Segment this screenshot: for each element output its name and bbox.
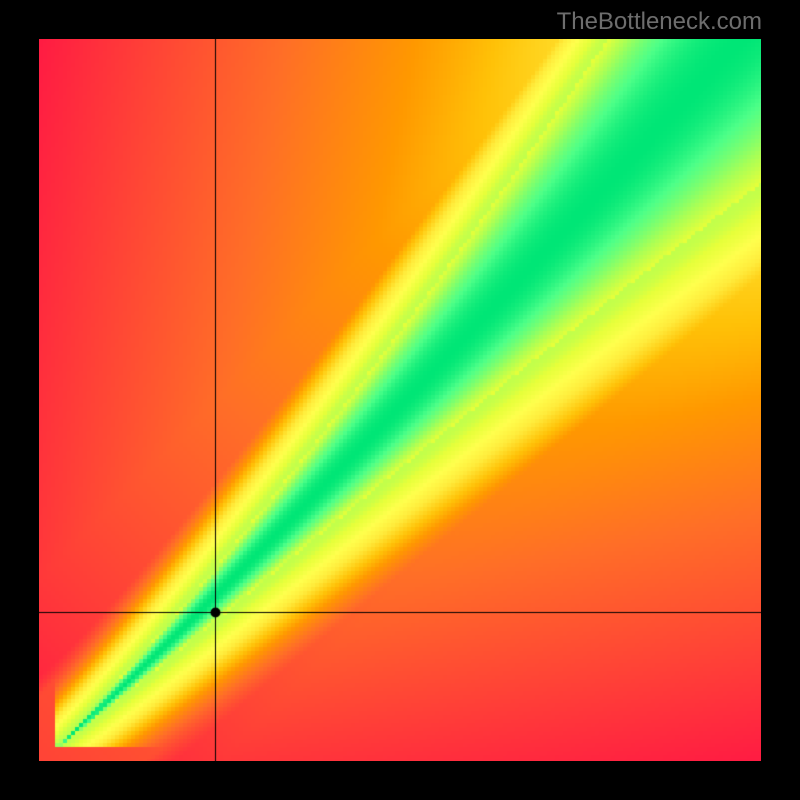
watermark-text: TheBottleneck.com xyxy=(557,8,762,36)
bottleneck-heatmap xyxy=(39,39,761,761)
